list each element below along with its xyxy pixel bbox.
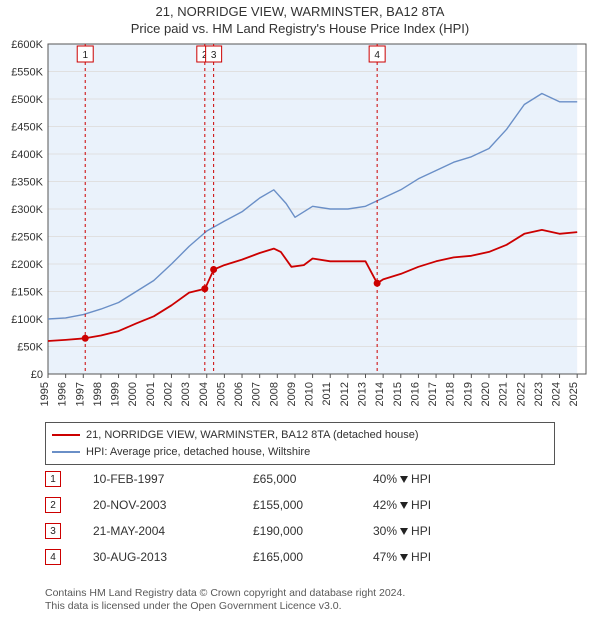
svg-text:1999: 1999 — [110, 382, 122, 406]
svg-text:2011: 2011 — [321, 382, 333, 406]
transaction-number-box: 1 — [45, 471, 61, 487]
legend-swatch — [52, 434, 80, 436]
svg-text:£350K: £350K — [11, 177, 43, 189]
arrow-down-icon — [400, 502, 408, 509]
transaction-pct: 40% — [373, 472, 397, 486]
svg-text:£50K: £50K — [17, 342, 43, 354]
transaction-vs-hpi: 40% HPI — [373, 472, 431, 486]
svg-text:2013: 2013 — [357, 382, 369, 406]
transaction-date: 21-MAY-2004 — [93, 524, 253, 538]
transaction-date: 30-AUG-2013 — [93, 550, 253, 564]
transaction-row: 3 21-MAY-2004£190,00030% HPI — [45, 518, 555, 544]
transaction-number-box: 3 — [45, 523, 61, 539]
svg-text:2014: 2014 — [374, 382, 386, 406]
svg-text:2022: 2022 — [515, 382, 527, 406]
svg-text:2007: 2007 — [251, 382, 263, 406]
legend-swatch — [52, 451, 80, 453]
transaction-vs-hpi: 42% HPI — [373, 498, 431, 512]
svg-text:£550K: £550K — [11, 67, 43, 79]
arrow-down-icon — [400, 476, 408, 483]
svg-text:2004: 2004 — [198, 382, 210, 406]
transaction-date: 10-FEB-1997 — [93, 472, 253, 486]
svg-text:1996: 1996 — [57, 382, 69, 406]
transaction-pct: 42% — [373, 498, 397, 512]
arrow-down-icon — [400, 528, 408, 535]
chart-area: £0 £50K £100K £150K £200K £250K £300K £350K £400… — [6, 40, 594, 420]
svg-text:1: 1 — [82, 50, 88, 61]
svg-text:£400K: £400K — [11, 149, 43, 161]
svg-text:2009: 2009 — [286, 382, 298, 406]
transaction-vs-label: HPI — [411, 472, 431, 486]
svg-text:2003: 2003 — [180, 382, 192, 406]
svg-text:2015: 2015 — [392, 382, 404, 406]
transaction-row: 4 30-AUG-2013£165,00047% HPI — [45, 544, 555, 570]
svg-text:£100K: £100K — [11, 314, 43, 326]
svg-text:3: 3 — [211, 50, 217, 61]
svg-text:2005: 2005 — [215, 382, 227, 406]
svg-text:£250K: £250K — [11, 232, 43, 244]
footer-line2: This data is licensed under the Open Gov… — [45, 600, 555, 614]
svg-text:2001: 2001 — [145, 382, 157, 406]
svg-text:2025: 2025 — [568, 382, 580, 406]
svg-text:2021: 2021 — [498, 382, 510, 406]
svg-text:1998: 1998 — [92, 382, 104, 406]
chart-title-sub: Price paid vs. HM Land Registry's House … — [0, 21, 600, 38]
transaction-row: 1 10-FEB-1997£65,00040% HPI — [45, 466, 555, 492]
svg-text:2010: 2010 — [304, 382, 316, 406]
transaction-pct: 30% — [373, 524, 397, 538]
legend-label: HPI: Average price, detached house, Wilt… — [86, 444, 310, 461]
svg-text:2019: 2019 — [462, 382, 474, 406]
chart-title-block: 21, NORRIDGE VIEW, WARMINSTER, BA12 8TA … — [0, 0, 600, 38]
transaction-date: 20-NOV-2003 — [93, 498, 253, 512]
transaction-vs-hpi: 30% HPI — [373, 524, 431, 538]
legend-row: HPI: Average price, detached house, Wilt… — [52, 444, 548, 461]
svg-text:£150K: £150K — [11, 287, 43, 299]
price-chart-svg: £0 £50K £100K £150K £200K £250K £300K £350K £400… — [6, 40, 594, 420]
transaction-price: £190,000 — [253, 524, 373, 538]
transaction-price: £65,000 — [253, 472, 373, 486]
svg-text:£0: £0 — [31, 369, 43, 381]
transaction-pct: 47% — [373, 550, 397, 564]
transaction-price: £165,000 — [253, 550, 373, 564]
svg-text:2017: 2017 — [427, 382, 439, 406]
svg-text:4: 4 — [374, 50, 380, 61]
svg-text:2018: 2018 — [445, 382, 457, 406]
svg-text:£300K: £300K — [11, 204, 43, 216]
svg-text:1997: 1997 — [74, 382, 86, 406]
svg-text:2020: 2020 — [480, 382, 492, 406]
chart-title-address: 21, NORRIDGE VIEW, WARMINSTER, BA12 8TA — [0, 4, 600, 21]
svg-text:2000: 2000 — [127, 382, 139, 406]
legend-box: 21, NORRIDGE VIEW, WARMINSTER, BA12 8TA … — [45, 422, 555, 465]
svg-text:2012: 2012 — [339, 382, 351, 406]
svg-text:2023: 2023 — [533, 382, 545, 406]
svg-text:2006: 2006 — [233, 382, 245, 406]
svg-text:2002: 2002 — [162, 382, 174, 406]
svg-text:£500K: £500K — [11, 94, 43, 106]
transactions-table: 1 10-FEB-1997£65,00040% HPI 2 20-NOV-2003£15… — [45, 466, 555, 570]
transaction-number-box: 2 — [45, 497, 61, 513]
transaction-vs-hpi: 47% HPI — [373, 550, 431, 564]
transaction-vs-label: HPI — [411, 524, 431, 538]
transaction-number-box: 4 — [45, 549, 61, 565]
footer-line1: Contains HM Land Registry data © Crown c… — [45, 587, 555, 601]
svg-text:2024: 2024 — [551, 382, 563, 406]
legend-label: 21, NORRIDGE VIEW, WARMINSTER, BA12 8TA … — [86, 427, 419, 444]
svg-text:£600K: £600K — [11, 40, 43, 51]
legend-row: 21, NORRIDGE VIEW, WARMINSTER, BA12 8TA … — [52, 427, 548, 444]
svg-text:£200K: £200K — [11, 259, 43, 271]
transaction-vs-label: HPI — [411, 550, 431, 564]
svg-text:2016: 2016 — [409, 382, 421, 406]
transaction-vs-label: HPI — [411, 498, 431, 512]
transaction-row: 2 20-NOV-2003£155,00042% HPI — [45, 492, 555, 518]
transaction-price: £155,000 — [253, 498, 373, 512]
svg-text:£450K: £450K — [11, 122, 43, 134]
svg-text:2008: 2008 — [268, 382, 280, 406]
arrow-down-icon — [400, 554, 408, 561]
svg-text:1995: 1995 — [39, 382, 51, 406]
footer-attribution: Contains HM Land Registry data © Crown c… — [45, 587, 555, 614]
